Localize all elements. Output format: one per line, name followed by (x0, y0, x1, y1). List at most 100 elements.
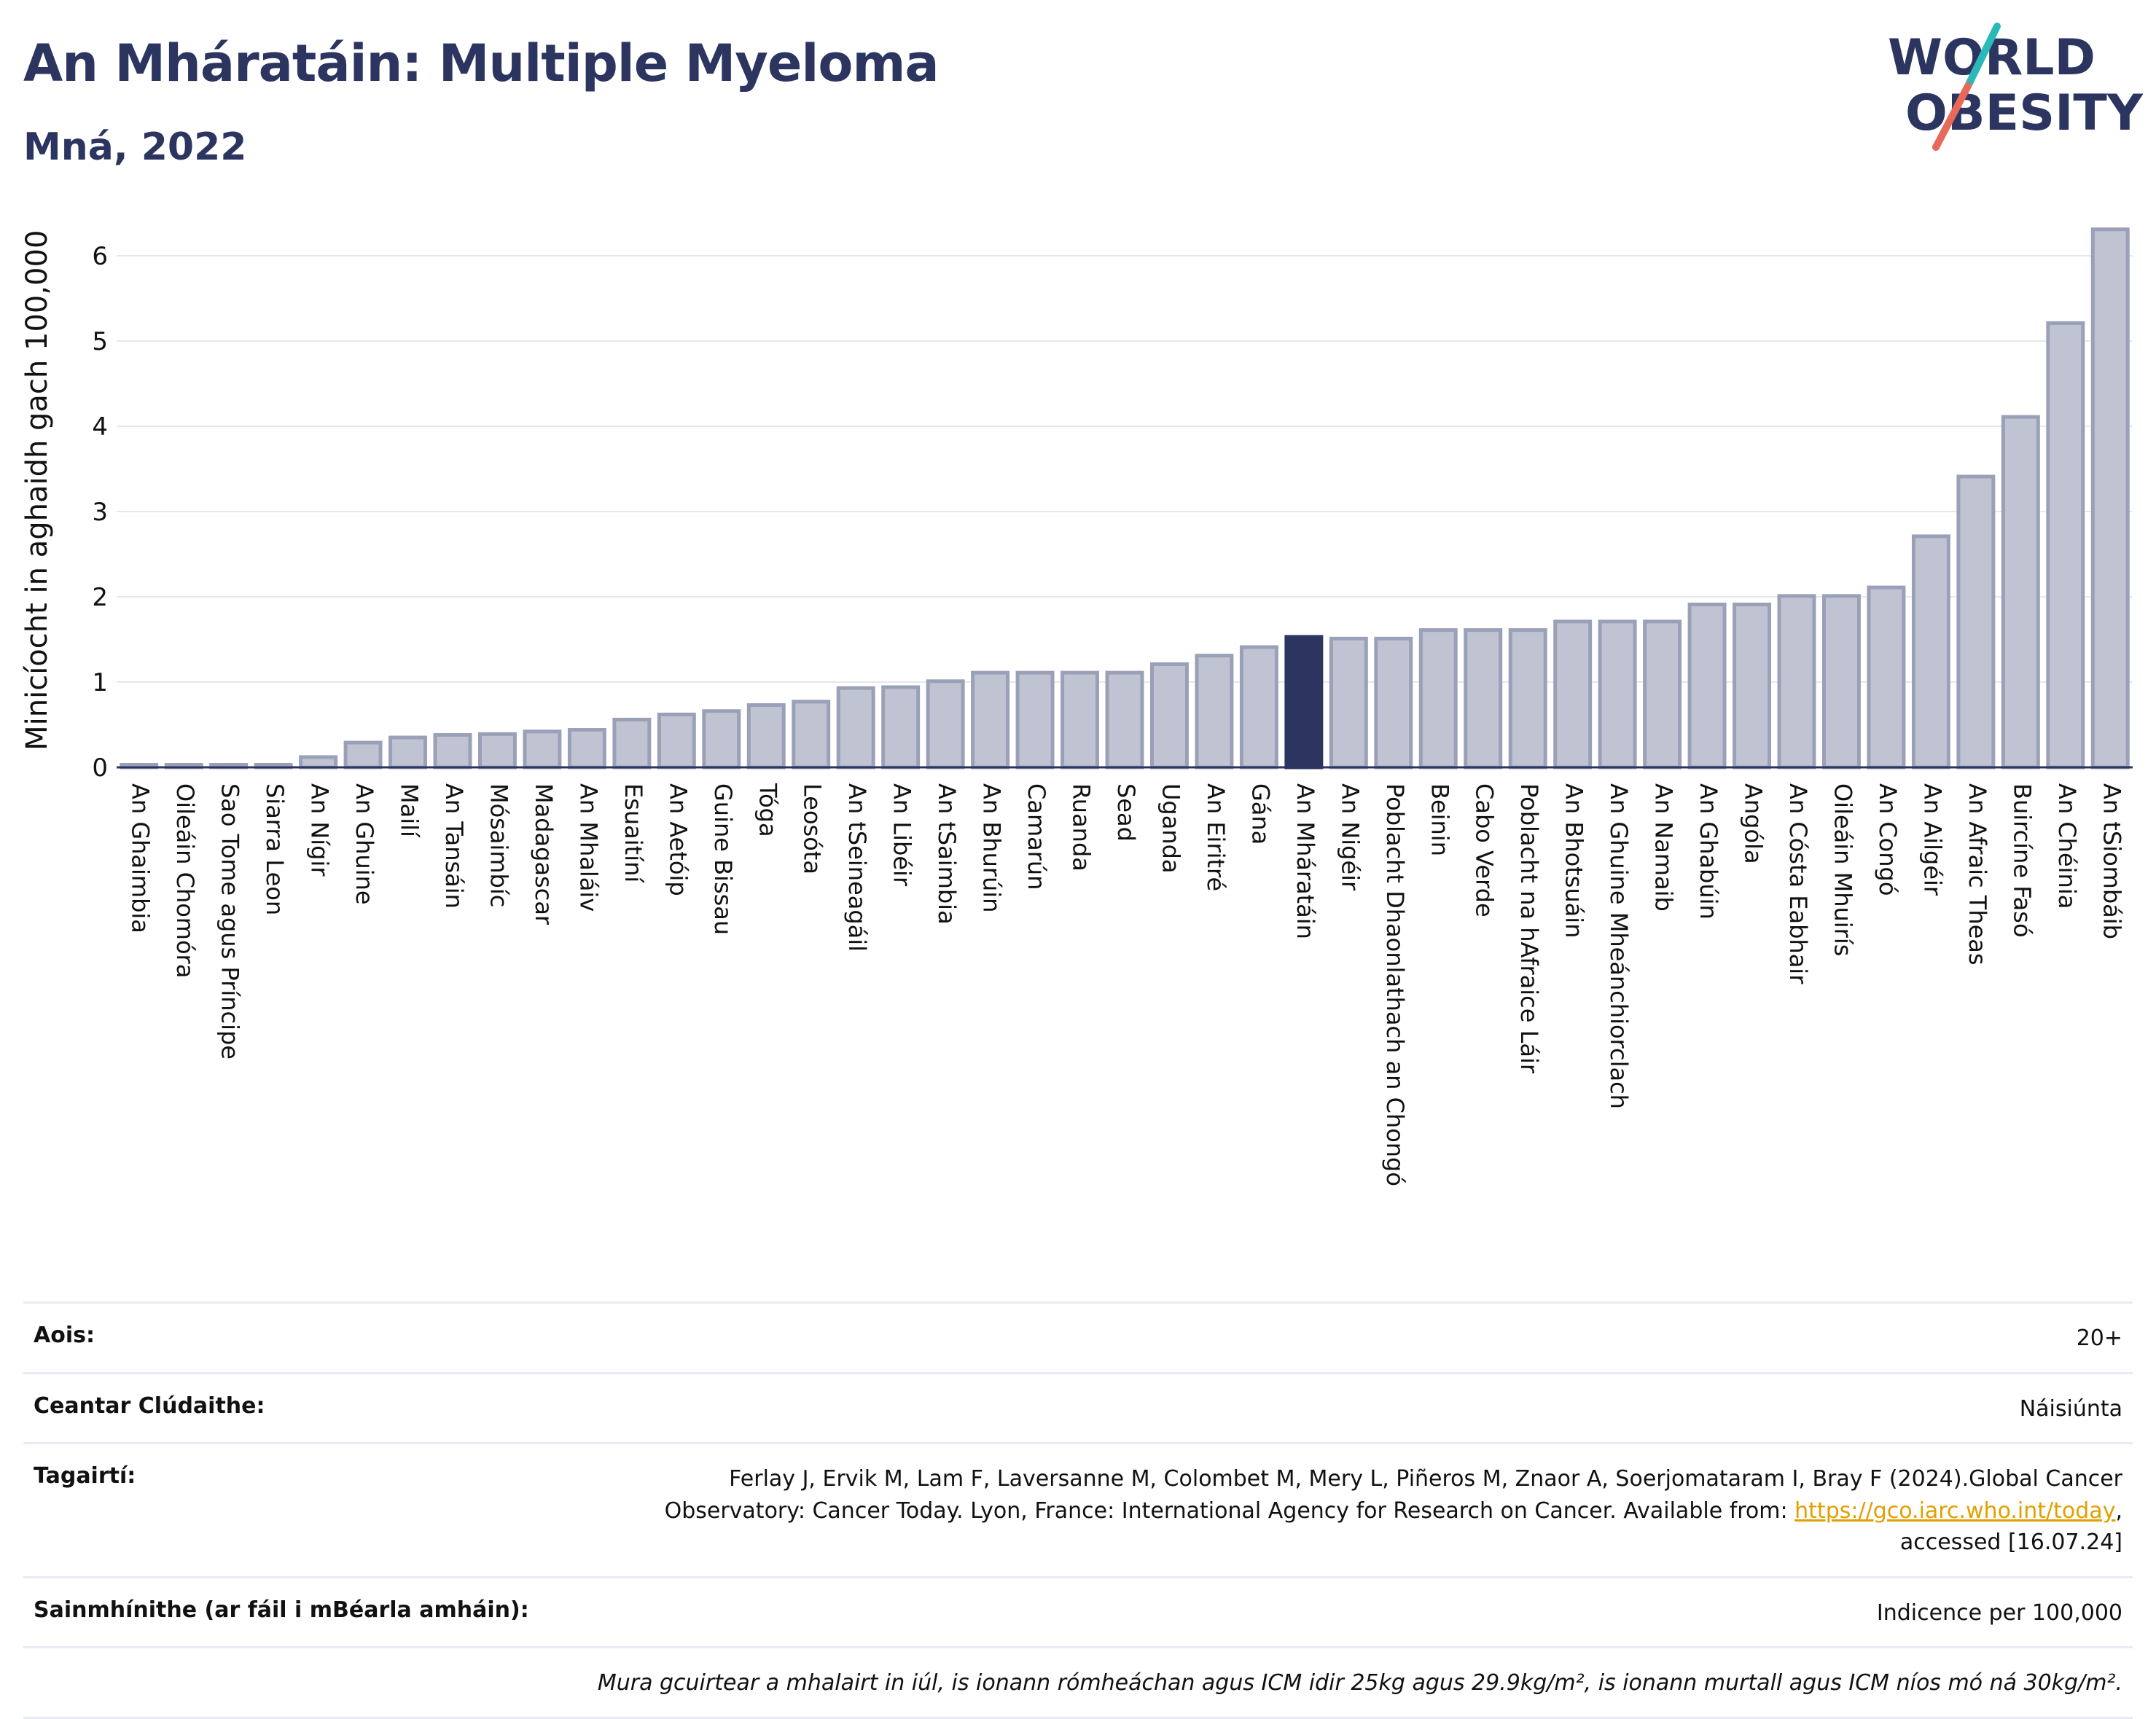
x-tick-label: Sao Tome agus Príncipe (216, 783, 244, 1060)
definitions-label: Sainmhínithe (ar fáil i mBéarla amháin): (34, 1597, 529, 1623)
bar (1553, 619, 1593, 770)
bar (746, 703, 786, 770)
bar (1329, 636, 1368, 770)
x-tick-label: Oileáin Chomóra (171, 783, 199, 978)
reference-text-1: Ferlay J, Ervik M, Lam F, Laversanne M, … (729, 1466, 2122, 1492)
bar (702, 709, 741, 770)
bar (1464, 628, 1503, 770)
reference-comma: , (2115, 1497, 2122, 1524)
bar (388, 735, 428, 770)
x-tick-label: Uganda (1157, 783, 1184, 874)
bar (433, 733, 472, 770)
y-tick-label: 4 (92, 412, 108, 442)
bar (1418, 628, 1458, 770)
x-tick-label: An tSaimbia (933, 783, 961, 925)
x-tick-label: Poblacht na hAfraice Láir (1515, 783, 1543, 1074)
x-tick-label: Sead (1112, 783, 1140, 842)
bar (1956, 474, 1996, 770)
bar (1015, 670, 1055, 770)
meta-row-references: Tagairtí: Ferlay J, Ervik M, Lam F, Lave… (23, 1442, 2133, 1576)
bar (1777, 594, 1816, 770)
x-tick-label: An Namaib (1650, 783, 1678, 912)
bar (477, 732, 517, 770)
area-value: Náisiúnta (2019, 1395, 2122, 1422)
bar (1643, 619, 1682, 770)
bar (881, 685, 921, 770)
reference-link[interactable]: https://gco.iarc.who.int/today (1794, 1497, 2116, 1524)
x-tick-label: An Ghuine Mheánchiorclach (1605, 783, 1633, 1109)
metadata-table: Aois: 20+ Ceantar Clúdaithe: Náisiúnta T… (23, 1301, 2133, 1719)
bar-chart: 0 1 2 3 4 5 6 An Ghaimbia Oileáin Chomóra Sao To… (20, 227, 2133, 1186)
y-tick-label: 6 (92, 242, 108, 271)
y-tick-label: 5 (92, 327, 108, 356)
bar (1821, 594, 1861, 770)
bar-layer (120, 227, 2130, 770)
x-tick-label: An Bhotsuáin (1561, 783, 1588, 938)
x-tick-label: Camarún (1023, 783, 1050, 890)
bar (971, 670, 1010, 770)
y-tick-labels: 0 1 2 3 4 5 6 (92, 242, 108, 783)
bar (1687, 603, 1727, 770)
area-label: Ceantar Clúdaithe: (34, 1393, 265, 1419)
bar-highlight (1284, 635, 1324, 770)
meta-row-note: Mura gcuirtear a mhalairt in iúl, is ion… (23, 1646, 2133, 1719)
bar (567, 728, 606, 770)
bar (523, 729, 562, 770)
x-tick-label: Madagascar (530, 783, 558, 925)
x-tick-label: Angóla (1740, 783, 1768, 864)
bar (657, 712, 696, 770)
age-label: Aois: (34, 1323, 95, 1348)
bar (2046, 321, 2085, 770)
age-value: 20+ (2076, 1326, 2122, 1351)
definitions-value: Indicence per 100,000 (1876, 1599, 2122, 1626)
logo-slash-bottom (1932, 82, 1972, 151)
x-tick-label: Gána (1246, 783, 1274, 845)
x-tick-label: Guine Bissau (709, 783, 737, 935)
bar (1598, 619, 1637, 770)
x-tick-label: Leosóta (799, 783, 827, 874)
bar (612, 717, 652, 770)
x-tick-label: Cabo Verde (1471, 783, 1499, 917)
x-tick-label: An Nígir (306, 783, 334, 877)
x-tick-label: Tóga (754, 783, 781, 837)
x-tick-labels: An Ghaimbia Oileáin Chomóra Sao Tome agus … (127, 783, 2126, 1186)
references-value: Ferlay J, Ervik M, Lam F, Laversanne M, … (665, 1463, 2122, 1559)
x-tick-label: An Mháratáin (1292, 783, 1319, 939)
x-tick-label: An Eiritré (1202, 783, 1230, 891)
bar (1867, 585, 1906, 770)
x-tick-label: Beinin (1426, 783, 1453, 856)
meta-row-definitions: Sainmhínithe (ar fáil i mBéarla amháin):… (23, 1575, 2133, 1647)
bar (1911, 534, 1950, 770)
footnote: Mura gcuirtear a mhalairt in iúl, is ion… (597, 1670, 2122, 1696)
page-title: An Mháratáin: Multiple Myeloma (23, 34, 940, 93)
x-tick-label: An Nigéir (1336, 783, 1364, 891)
reference-accessed: accessed [16.07.24] (1899, 1530, 2122, 1555)
bar (1508, 628, 1547, 770)
x-tick-label: Oileáin Mhuirís (1829, 783, 1856, 956)
x-tick-label: An tSiombáib (2098, 783, 2125, 939)
x-tick-label: An Afraic Theas (1964, 783, 1991, 966)
bar (1195, 654, 1234, 770)
x-tick-label: An Cósta Eabhair (1784, 783, 1812, 984)
page-subtitle: Mná, 2022 (23, 125, 247, 169)
y-axis-label: Minicíocht in aghaidh gach 100,000 (20, 230, 54, 751)
logo-slash-top (1964, 23, 2001, 90)
bar (1374, 636, 1413, 770)
x-tick-label: An Aetóip (664, 783, 692, 896)
y-tick-label: 3 (92, 498, 108, 527)
y-tick-label: 1 (92, 668, 108, 697)
x-tick-label: Mailí (396, 783, 423, 838)
references-label: Tagairtí: (34, 1463, 136, 1489)
bar (1733, 603, 1772, 770)
bar (836, 686, 875, 770)
x-tick-label: Esuaitíní (620, 783, 647, 883)
world-obesity-logo: WORLD OBESITY (1888, 23, 2143, 151)
reference-text-2: Observatory: Cancer Today. Lyon, France:… (664, 1497, 1788, 1524)
bar (926, 679, 965, 770)
x-tick-label: An Ailgéir (1918, 783, 1946, 896)
bar (1105, 670, 1144, 770)
x-tick-label: An Ghuine (351, 783, 378, 905)
x-tick-label: Buircíne Fasó (2008, 783, 2036, 938)
bar (2001, 415, 2040, 770)
x-tick-label: An Bhurúin (978, 783, 1006, 912)
